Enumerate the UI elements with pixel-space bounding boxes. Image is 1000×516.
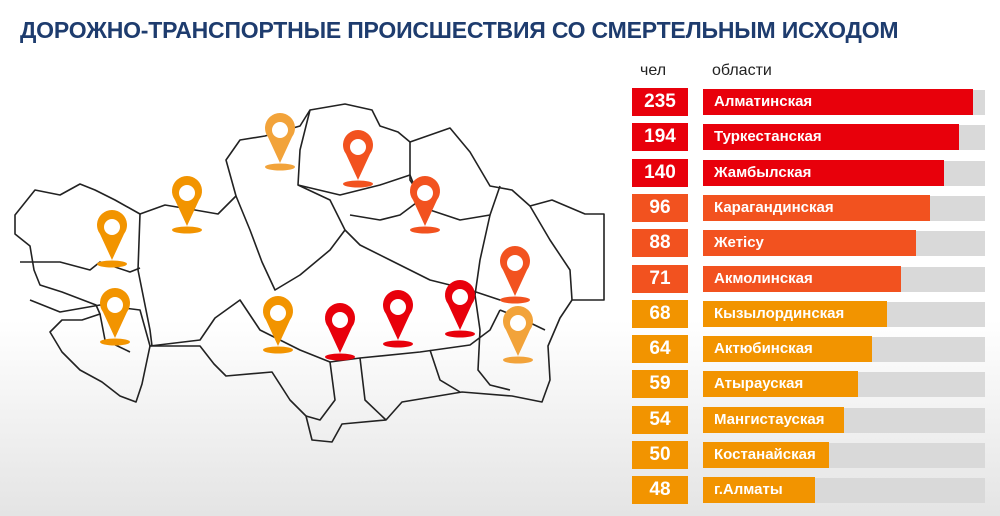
region-border [29,299,151,347]
bar-value-label: 59 [632,370,688,399]
bar [703,442,830,468]
bar [703,124,959,151]
map-pin-icon [172,176,202,234]
bar-row: 64 Актюбинская [632,335,988,364]
map-pin-icon [263,296,293,354]
bar-value-label: 96 [632,193,688,222]
bar-category-label: Костанайская [714,446,816,463]
bar-category-label: Алматинская [714,93,813,110]
country-outline [14,103,605,443]
bar-row: 96 Карагандинская [632,193,988,222]
bar-category-label: Мангистауская [714,410,825,428]
bar-category-label: Туркестанская [714,128,822,146]
bar [703,371,859,398]
map-pin-icon [500,246,530,304]
value-column-header: чел [640,62,667,79]
bar-row: 50 Костанайская [632,441,988,469]
map-pin-icon [382,290,414,348]
map-pin-icon [445,280,475,338]
bar-row: 68 Кызылординская [632,299,988,328]
bar-value-label: 88 [632,229,688,258]
bar-category-label: Жетісу [714,234,764,252]
region-border [137,213,153,347]
bar-category-label: Атырауская [714,375,804,393]
bar-row: 235 Алматинская [632,88,988,116]
map-pin-icon [410,176,441,234]
map-pin-icon [100,287,130,346]
region-border [429,349,461,393]
bar [703,265,902,292]
bar-value-label: 68 [632,299,688,328]
bar-category-label: Жамбылская [714,163,812,181]
bar [703,406,844,433]
bar [703,300,887,327]
category-column-header: области [712,62,772,79]
map-pin-icon [97,210,128,268]
bar [703,159,945,186]
bar [703,194,930,221]
bar-category-label: Кызылординская [714,304,845,322]
bar-row: 194 Туркестанская [632,123,988,152]
region-border [359,357,387,421]
bar-category-label: Акмолинская [714,269,813,287]
bar-row: 59 Атырауская [632,370,988,399]
region-border [20,261,141,273]
bar-row: 88 Жетісу [632,229,988,258]
region-border [235,195,346,291]
bar-row: 48 г.Алматы [632,476,988,505]
bar-value-label: 54 [632,405,688,434]
map-pin-icon [343,130,374,188]
bar-row: 54 Мангистауская [632,405,988,434]
bar [703,230,916,257]
bar-category-label: Карагандинская [714,198,834,216]
bar-value-label: 235 [632,88,688,116]
bar-value-label: 140 [632,158,688,187]
bar [703,336,873,363]
bar-category-label: г.Алматы [714,481,783,499]
bar-value-label: 64 [632,335,688,364]
region-border [529,205,573,301]
map-pin-icon [324,303,355,361]
region-border [149,299,501,363]
kazakhstan-map [14,103,605,443]
bar-category-label: Актюбинская [714,340,813,358]
region-border [305,361,336,421]
bar-row: 71 Акмолинская [632,264,988,293]
bar [703,477,815,504]
bar [703,89,973,115]
bar-value-label: 50 [632,441,688,469]
bar-value-label: 71 [632,264,688,293]
bar-value-label: 48 [632,476,688,505]
region-border [474,214,511,391]
map-pin-icon [265,113,296,171]
region-border [409,142,501,221]
page-title: ДОРОЖНО-ТРАНСПОРТНЫЕ ПРОИСШЕСТВИЯ СО СМЕ… [20,17,899,43]
region-border [297,109,520,301]
bar-value-label: 194 [632,123,688,152]
bar-row: 140 Жамбылская [632,158,988,187]
map-pin-icon [503,306,533,364]
